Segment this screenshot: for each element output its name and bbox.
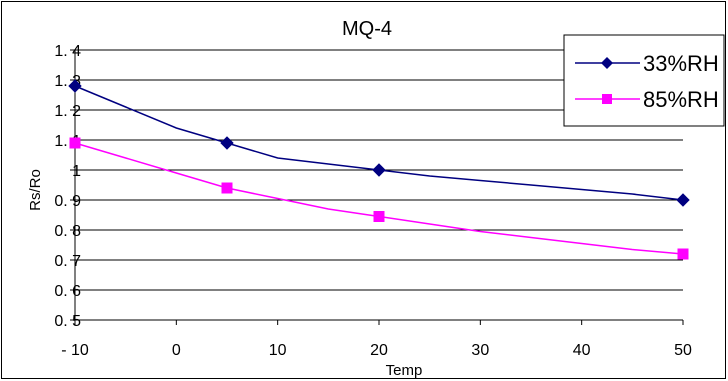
data-point-33-rh (676, 193, 690, 207)
legend-label-33-rh: 33%RH (643, 51, 719, 76)
data-point-85-rh (373, 211, 385, 222)
x-tick-label: 20 (370, 342, 388, 359)
y-tick-label: 0. 8 (54, 223, 81, 240)
x-tick-label: 10 (269, 342, 287, 359)
legend-box (563, 34, 725, 127)
legend-marker-85-rh (602, 94, 612, 104)
legend-label-85-rh: 85%RH (643, 87, 719, 112)
chart-title: MQ-4 (342, 18, 392, 40)
x-tick-label: 30 (471, 342, 489, 359)
x-tick-label: 40 (573, 342, 591, 359)
x-tick-labels: - 10 0 10 20 30 40 50 (61, 342, 692, 359)
legend: 33%RH 85%RH (563, 34, 725, 127)
data-point-85-rh (677, 248, 689, 260)
x-tick-label: - 10 (61, 342, 89, 359)
series-33-rh (68, 79, 690, 207)
y-tick-label: 0. 5 (54, 313, 81, 330)
series-line-85-rh (74, 142, 684, 255)
x-tick-label: 0 (172, 342, 181, 359)
x-tick-label: 50 (674, 342, 692, 359)
axes (70, 49, 684, 325)
y-tick-label: 0. 6 (54, 283, 81, 300)
y-tick-label: 0. 9 (54, 193, 81, 210)
data-point-85-rh (69, 137, 81, 149)
y-tick-label: 1. 2 (54, 103, 81, 120)
series-85-rh (69, 137, 689, 260)
data-point-33-rh (220, 136, 234, 150)
legend-marker-33-rh (601, 57, 613, 69)
x-axis-label: Temp (386, 362, 423, 379)
y-tick-label: 1 (72, 163, 81, 180)
y-axis-label: Rs/Ro (27, 169, 44, 211)
data-point-33-rh (68, 79, 82, 93)
y-tick-label: 1. 4 (54, 43, 81, 60)
data-point-85-rh (221, 182, 233, 194)
legend-item-33-rh: 33%RH (575, 51, 719, 76)
legend-item-85-rh: 85%RH (575, 87, 719, 112)
series-group (68, 79, 690, 260)
y-tick-label: 0. 7 (54, 253, 81, 270)
data-point-33-rh (372, 163, 386, 177)
